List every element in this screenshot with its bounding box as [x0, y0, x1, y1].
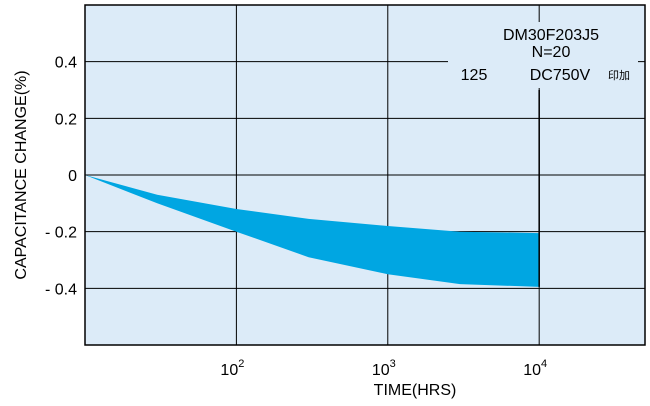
x-tick-label: 104 — [523, 358, 547, 379]
plot-frame — [84, 4, 646, 346]
y-tick-label: 0 — [68, 168, 77, 185]
y-tick-label: - 0.2 — [45, 225, 77, 242]
y-axis-label: CAPACITANCE CHANGE(%) — [13, 70, 30, 279]
x-tick-labels: 102 103 104 — [220, 358, 547, 379]
applied-annotation: 印加 — [608, 69, 630, 82]
y-tick-label: 0.2 — [55, 111, 77, 128]
x-axis-label: TIME(HRS) — [374, 382, 457, 399]
x-tick-label: 103 — [372, 358, 396, 379]
sample-count-annotation: N=20 — [532, 44, 571, 61]
capacitance-change-band — [85, 175, 540, 287]
model-annotation: DM30F203J5 — [503, 27, 599, 44]
voltage-annotation: DC750V — [530, 67, 591, 84]
x-tick-label: 102 — [220, 358, 244, 379]
y-tick-label: 0.4 — [55, 55, 77, 72]
annotation-background — [448, 22, 638, 88]
y-tick-label: - 0.4 — [45, 281, 77, 298]
temperature-annotation: 125 — [461, 67, 488, 84]
y-tick-labels: 0.4 0.2 0 - 0.2 - 0.4 — [45, 55, 77, 299]
